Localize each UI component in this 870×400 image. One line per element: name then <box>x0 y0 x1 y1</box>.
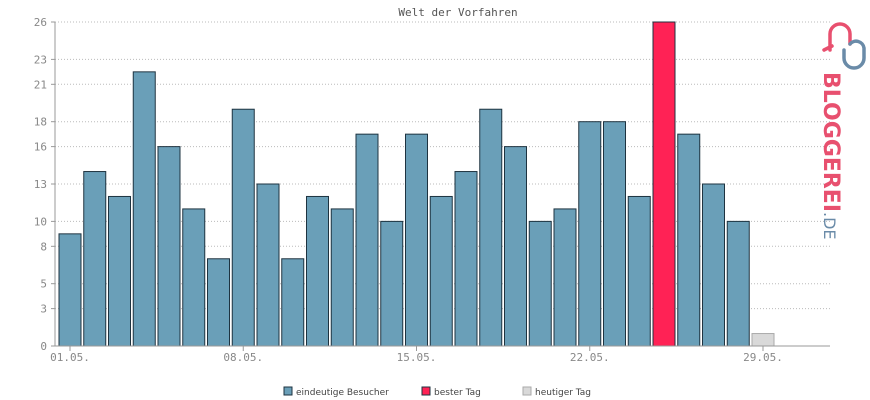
bar <box>281 258 305 347</box>
legend-swatch <box>283 386 293 396</box>
y-tick-label: 23 <box>34 53 47 66</box>
bar <box>603 121 626 347</box>
x-tick-label: 15.05. <box>397 351 437 364</box>
bar <box>479 108 503 347</box>
bar <box>380 220 404 347</box>
legend-label: eindeutige Besucher <box>296 388 389 398</box>
y-tick-label: 3 <box>40 303 47 316</box>
bar <box>702 183 725 347</box>
y-tick-label: 0 <box>40 340 47 353</box>
legend: eindeutige Besucher bester Tag heutiger Ta… <box>283 386 591 398</box>
bar <box>504 146 527 347</box>
bar <box>231 108 255 347</box>
legend-swatch <box>421 386 431 396</box>
x-tick-label: 29.05. <box>743 351 783 364</box>
bars <box>58 21 775 347</box>
y-axis: 0 3 5 8 10 13 16 18 21 23 26 <box>34 16 56 353</box>
bar <box>405 133 428 347</box>
x-tick-label: 08.05. <box>223 351 263 364</box>
bar <box>578 121 602 347</box>
y-tick-label: 8 <box>40 240 47 253</box>
y-tick-label: 16 <box>34 141 47 154</box>
bar <box>528 220 552 347</box>
bar <box>429 195 453 347</box>
bar <box>58 233 82 347</box>
bar <box>83 171 107 347</box>
bar <box>207 258 230 347</box>
legend-label: bester Tag <box>434 388 481 398</box>
y-tick-label: 21 <box>34 78 47 91</box>
bar <box>454 171 478 347</box>
bar <box>355 133 379 347</box>
bar <box>306 195 329 347</box>
y-tick-label: 26 <box>34 16 47 29</box>
bar <box>751 333 775 347</box>
legend-swatch <box>522 386 532 396</box>
bar <box>108 195 131 347</box>
y-tick-label: 5 <box>40 278 47 291</box>
logo-text-suffix: .DE <box>820 212 839 240</box>
bar <box>652 21 676 347</box>
legend-label: heutiger Tag <box>535 388 591 398</box>
bar <box>132 71 156 347</box>
logo-text-main: BLOGGEREI <box>818 72 843 212</box>
bar <box>677 133 701 347</box>
logo-wordmark: BLOGGEREI.DE <box>818 72 843 240</box>
y-tick-label: 10 <box>34 215 47 228</box>
x-axis: 01.05. 08.05. 15.05. 22.05. 29.05. <box>50 345 830 364</box>
bar <box>726 220 750 347</box>
bar <box>182 208 206 347</box>
x-tick-label: 01.05. <box>50 351 90 364</box>
y-tick-label: 13 <box>34 178 47 191</box>
chart-title: Welt der Vorfahren <box>398 6 517 19</box>
y-tick-label: 18 <box>34 116 47 129</box>
bar <box>330 208 354 347</box>
bar <box>553 208 577 347</box>
bar <box>256 183 280 347</box>
bloggerei-logo: BLOGGEREI.DE <box>818 22 866 240</box>
bar <box>627 195 651 347</box>
x-tick-label: 22.05. <box>570 351 610 364</box>
bar <box>157 146 181 347</box>
logo-icon <box>822 22 866 70</box>
